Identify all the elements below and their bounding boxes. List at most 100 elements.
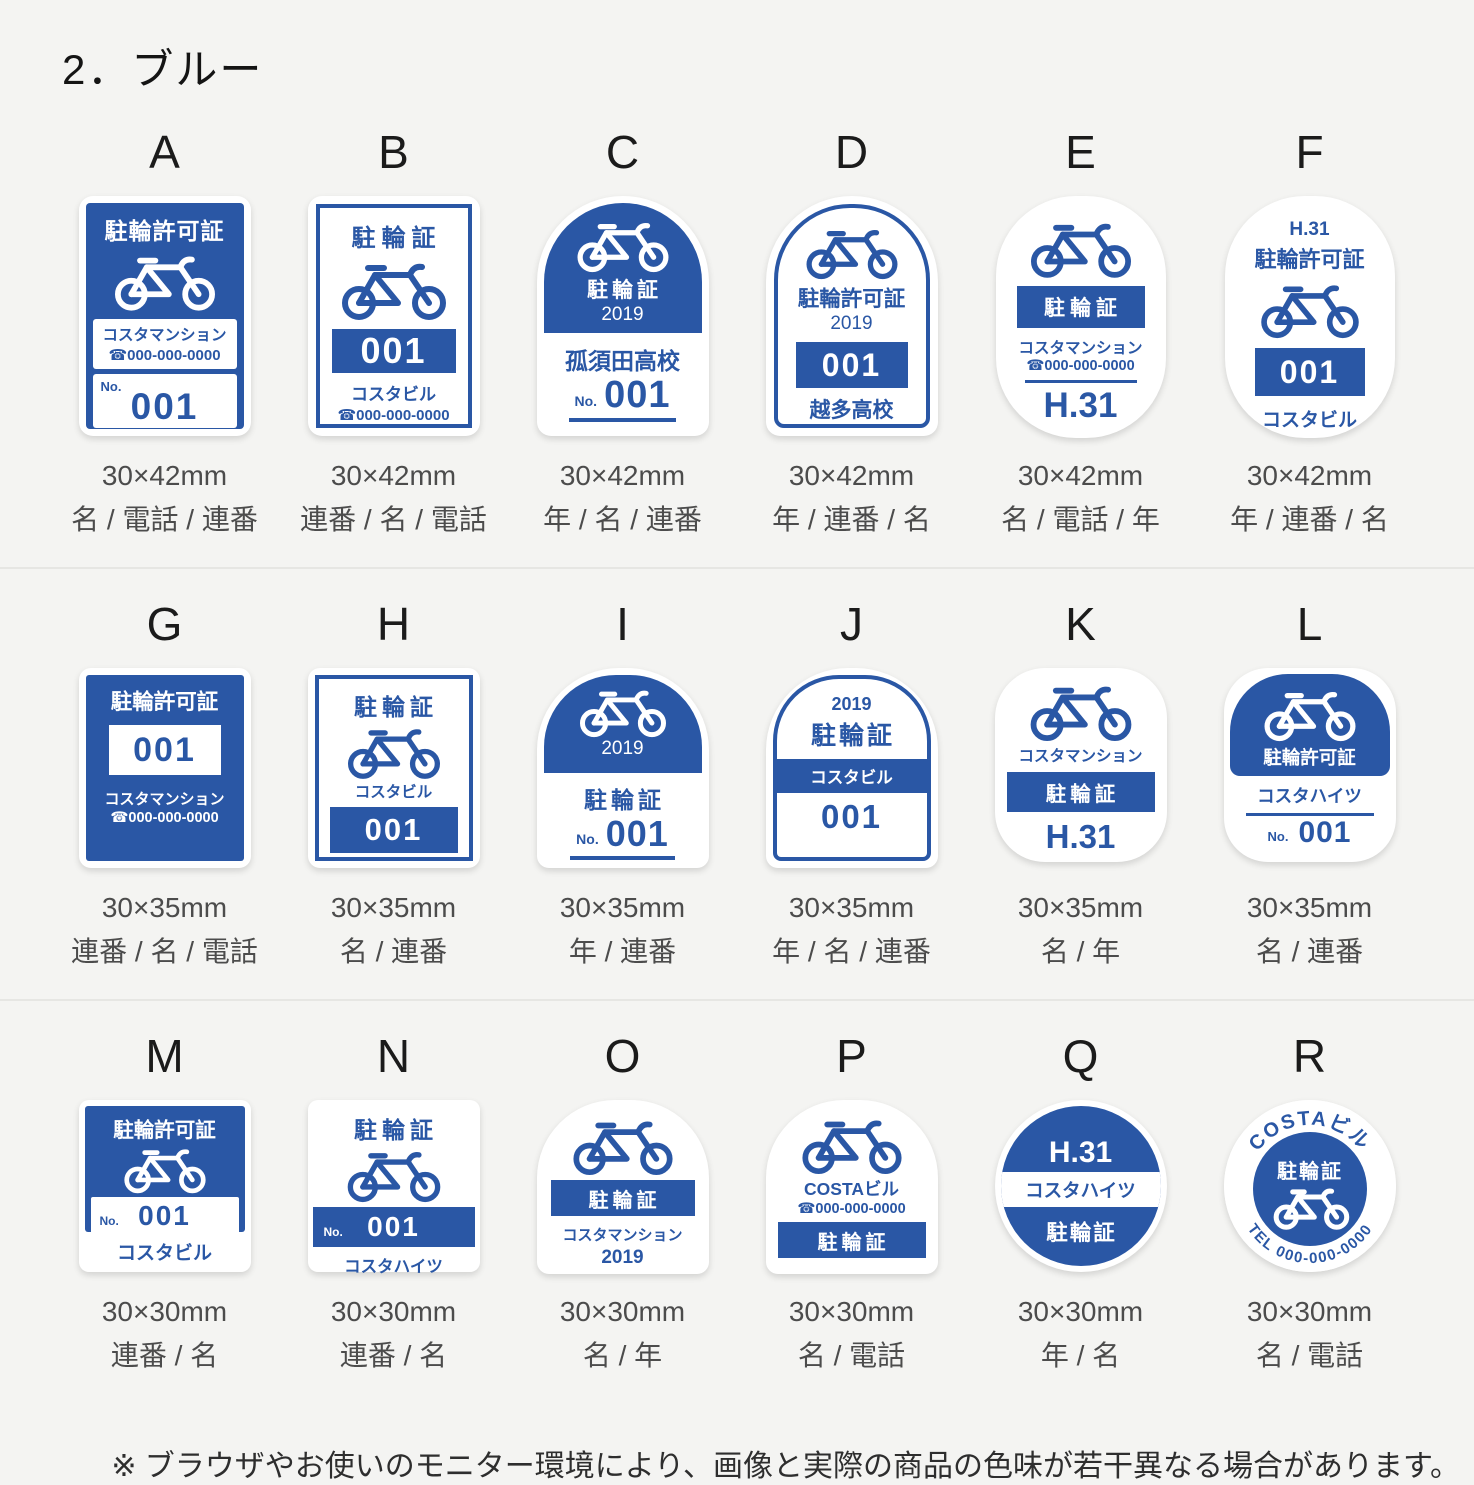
sticker-h: 駐輪証 コスタビル 001 — [307, 668, 480, 869]
serial-box: 001 — [331, 329, 456, 374]
sticker-f: H.31 駐輪許可証 001 コスタビル — [1224, 196, 1395, 439]
sticker-title: 駐輪証 — [817, 1231, 890, 1254]
no-label: No. — [100, 378, 122, 394]
caption: 30×30mm 年 / 名 — [1018, 1290, 1143, 1377]
fields-label: 年 / 連番 / 名 — [772, 503, 931, 535]
year-label: 2019 — [601, 1247, 644, 1269]
serial-number: 001 — [821, 346, 882, 383]
bicycle-icon — [347, 723, 440, 780]
sticker-frame: 駐輪許可証 2019 001 越多高校 — [773, 204, 930, 429]
variant-l: L 駐輪許可証 コスタハイツ No. 001 30×35mm 名 / 連番 — [1195, 597, 1424, 973]
sticker-c: 駐輪証 2019 孤須田高校 No. 001 — [536, 196, 709, 437]
org-name: コスタハイツ — [1257, 786, 1362, 807]
bicycle-icon — [114, 250, 215, 312]
variant-letter-r: R — [1292, 1029, 1327, 1082]
variant-letter-l: L — [1296, 597, 1323, 650]
sticker-title: 駐輪証 — [354, 694, 438, 721]
sticker-frame: 駐輪証 001 コスタビル ☎000-000-0000 — [315, 204, 472, 429]
fields-label: 連番 / 名 — [339, 1339, 448, 1371]
sticker-r-graphic: COSTAビル 駐輪証 TEL 000-000-0000 — [1223, 1100, 1396, 1273]
bicycle-icon-r — [1273, 1188, 1349, 1230]
variant-letter-o: O — [604, 1029, 641, 1082]
sticker-title: 駐輪証 — [587, 279, 662, 303]
caption: 30×42mm 年 / 連番 / 名 — [772, 454, 931, 541]
sticker-dome: 駐輪証 2019 — [543, 203, 702, 334]
size-label: 30×35mm — [559, 892, 686, 924]
caption: 30×42mm 名 / 電話 / 年 — [1001, 454, 1160, 541]
sticker-n: 駐輪証 No. 001 コスタハイツ — [307, 1100, 480, 1276]
sticker-a: 駐輪許可証 コスタマンション ☎000-000-0000 No. 001 — [78, 196, 251, 437]
inner-circle — [1252, 1132, 1367, 1247]
variant-q: Q H.31 コスタハイツ 駐輪証 30×30mm 年 / 名 — [966, 1029, 1195, 1377]
serial-number: 001 — [138, 1200, 191, 1232]
row-divider — [0, 566, 1474, 569]
bicycle-icon — [1030, 680, 1132, 742]
variant-f: F H.31 駐輪許可証 001 コスタビル 30×42mm 年 / 連番 / … — [1195, 125, 1424, 541]
sticker-title: 駐輪許可証 — [1254, 247, 1365, 273]
caption: 30×42mm 年 / 連番 / 名 — [1230, 454, 1389, 541]
org-name: 越多高校 — [809, 399, 894, 423]
title-box: 駐輪証 — [1016, 286, 1145, 329]
row-2: G 駐輪許可証 001 コスタマンション ☎000-000-0000 30×35… — [0, 569, 1474, 999]
year-label: 2019 — [831, 694, 872, 715]
caption: 30×30mm 連番 / 名 — [331, 1290, 456, 1377]
year-label: 2019 — [830, 313, 873, 335]
variant-letter-p: P — [836, 1029, 867, 1082]
fields-label: 名 / 電話 / 年 — [1001, 503, 1160, 535]
fields-label: 年 / 連番 — [568, 935, 677, 967]
org-name: COSTAビル — [804, 1179, 899, 1200]
serial-number: 001 — [604, 374, 671, 417]
sticker-frame: 駐輪証 コスタビル 001 — [314, 675, 473, 862]
bicycle-icon — [122, 1144, 208, 1194]
caption: 30×35mm 年 / 連番 — [560, 886, 685, 973]
sticker-e: 駐輪証 コスタマンション ☎000-000-0000 H.31 — [995, 196, 1166, 439]
size-label: 30×30mm — [1017, 1296, 1144, 1328]
bicycle-icon — [347, 1146, 441, 1203]
sticker-title: 駐輪証 — [1277, 1159, 1343, 1183]
year-label: H.31 — [1289, 219, 1330, 241]
variant-i: I 2019 駐輪証 No. 001 30×35mm 年 / 連番 — [508, 597, 737, 973]
fields-label: 名 / 電話 — [797, 1339, 906, 1371]
fields-label: 名 / 電話 / 連番 — [71, 503, 258, 535]
variant-m: M 駐輪許可証 No. 001 コスタビル 30×30mm 連番 / 名 — [50, 1029, 279, 1377]
name-band: コスタハイツ — [1000, 1172, 1161, 1208]
org-name: コスタビル — [116, 1243, 212, 1265]
sticker-dome: 2019 — [543, 675, 702, 774]
caption: 30×35mm 連番 / 名 / 電話 — [71, 886, 258, 973]
size-label: 30×30mm — [559, 1296, 686, 1328]
year-label: H.31 — [1043, 386, 1118, 426]
org-name: コスタマンション — [1018, 748, 1143, 766]
bicycle-icon — [1030, 217, 1131, 279]
fields-label: 年 / 名 / 連番 — [543, 503, 702, 535]
variant-letter-a: A — [149, 126, 180, 178]
variant-letter-m: M — [145, 1029, 184, 1082]
size-label: 30×42mm — [1017, 460, 1144, 492]
bicycle-icon — [801, 1114, 902, 1175]
sticker-title: 駐輪許可証 — [797, 287, 906, 312]
divider-line — [1245, 813, 1374, 817]
variant-letter-h: H — [376, 597, 411, 650]
sticker-r: COSTAビル 駐輪証 TEL 000-000-0000 — [1223, 1100, 1396, 1273]
variant-e: E 駐輪証 コスタマンション ☎000-000-0000 H.31 30×42m… — [966, 125, 1195, 541]
variant-h: H 駐輪証 コスタビル 001 30×35mm 名 / 連番 — [279, 597, 508, 973]
sticker-p: COSTAビル ☎000-000-0000 駐輪証 — [765, 1100, 938, 1275]
year-label: 2019 — [601, 738, 644, 760]
sticker-k: コスタマンション 駐輪証 H.31 — [994, 668, 1167, 863]
sticker-panel: 駐輪許可証 No. 001 — [84, 1106, 245, 1236]
fields-label: 名 / 連番 — [1255, 935, 1364, 967]
bicycle-icon — [577, 217, 669, 273]
serial-box: No. 001 — [90, 1197, 239, 1236]
size-label: 30×42mm — [1246, 460, 1373, 492]
variant-j: J 2019 駐輪証 コスタビル 001 30×35mm 年 / 名 / 連番 — [737, 597, 966, 973]
sticker-i: 2019 駐輪証 No. 001 — [536, 668, 709, 869]
serial-band: No. 001 — [312, 1207, 475, 1248]
fields-label: 年 / 名 — [1040, 1339, 1121, 1371]
serial-number: 001 — [367, 1211, 420, 1243]
row-1: A 駐輪許可証 コスタマンション ☎000-000-0000 No. 001 — [0, 97, 1474, 567]
size-label: 30×42mm — [788, 460, 915, 492]
variant-p: P COSTAビル ☎000-000-0000 駐輪証 30×30mm 名 / … — [737, 1029, 966, 1377]
phone-number: ☎000-000-0000 — [797, 1201, 906, 1218]
variant-letter-d: D — [834, 126, 869, 178]
bicycle-icon — [572, 1115, 673, 1176]
variant-c: C 駐輪証 2019 孤須田高校 No. 001 30×42mm 年 / 名 /… — [508, 125, 737, 541]
